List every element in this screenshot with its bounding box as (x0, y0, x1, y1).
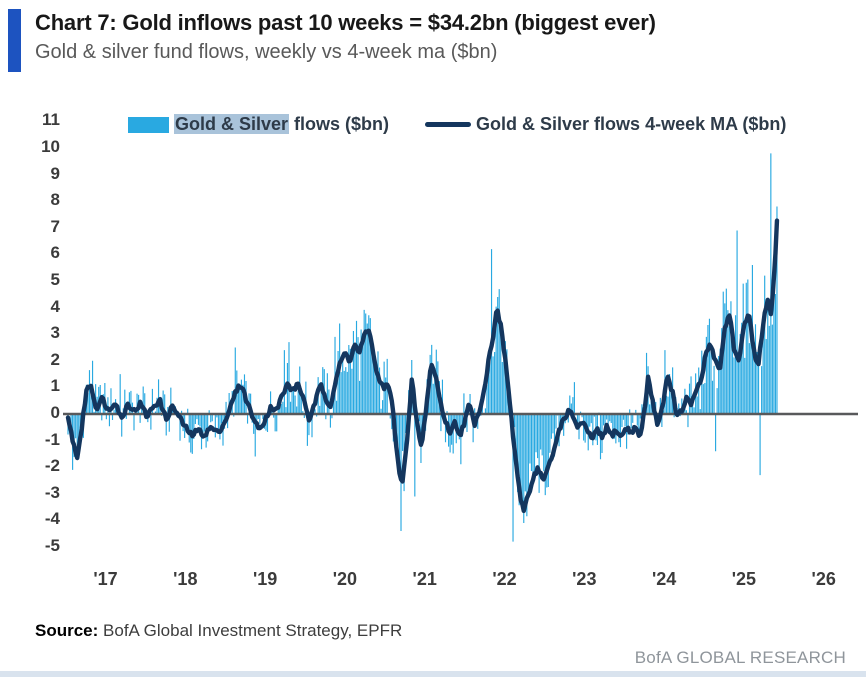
y-tick-label: 1 (50, 376, 60, 396)
ma-series-swatch (425, 122, 472, 127)
y-tick-label: 3 (50, 323, 60, 343)
x-tick-label: '25 (731, 569, 757, 589)
y-tick-label: -4 (44, 509, 60, 529)
bars-series (67, 153, 778, 542)
x-tick-label: '23 (572, 569, 597, 589)
x-tick-label: '18 (173, 569, 198, 589)
brand-footer: BofA GLOBAL RESEARCH (634, 648, 846, 667)
ma-line-series (65, 218, 780, 514)
y-tick-label: -2 (44, 456, 60, 476)
chart-title: Chart 7: Gold inflows past 10 weeks = $3… (35, 10, 656, 35)
x-tick-label: '22 (492, 569, 517, 589)
y-tick-label: 11 (42, 110, 60, 130)
source-note: Source: BofA Global Investment Strategy,… (35, 621, 402, 641)
y-tick-label: 8 (50, 190, 60, 210)
y-tick-label: -3 (44, 482, 60, 502)
x-tick-label: '21 (412, 569, 437, 589)
legend-ma-label: Gold & Silver flows 4-week MA ($bn) (476, 114, 787, 134)
y-tick-label: 6 (50, 243, 60, 263)
x-tick-label: '26 (811, 569, 836, 589)
title-accent-bar (8, 9, 21, 72)
y-tick-label: 2 (50, 349, 60, 369)
legend-item-bars: Gold & Silver flows ($bn) (128, 114, 389, 135)
bar-series-swatch (128, 116, 169, 133)
x-tick-label: '17 (93, 569, 118, 589)
y-tick-label: 4 (50, 296, 60, 316)
legend-item-ma: Gold & Silver flows 4-week MA ($bn) (425, 114, 786, 135)
x-tick-label: '20 (332, 569, 358, 589)
legend: Gold & Silver flows ($bn) Gold & Silver … (128, 114, 786, 135)
y-tick-label: 9 (50, 163, 60, 183)
x-tick-label: '19 (252, 569, 278, 589)
y-tick-label: 10 (41, 137, 60, 156)
x-tick-label: '24 (651, 569, 677, 589)
chart-subtitle: Gold & silver fund flows, weekly vs 4-we… (35, 41, 498, 63)
y-tick-label: 0 (50, 403, 60, 422)
y-tick-label: 5 (50, 270, 60, 289)
chart-plot (63, 153, 858, 542)
y-tick-label: 7 (50, 216, 60, 236)
bottom-divider (0, 671, 866, 677)
source-text: BofA Global Investment Strategy, EPFR (98, 621, 403, 640)
legend-bars-label-rest: flows ($bn) (289, 114, 390, 134)
source-label: Source: (35, 621, 99, 640)
legend-bars-label-highlight: Gold & Silver (174, 114, 290, 134)
legend-bars-label: Gold & Silver flows ($bn) (174, 114, 389, 135)
y-tick-label: -5 (44, 536, 60, 555)
y-tick-label: -1 (44, 429, 60, 449)
